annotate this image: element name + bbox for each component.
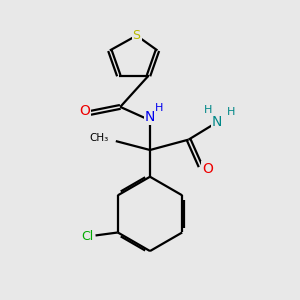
Text: H: H — [227, 107, 235, 117]
Text: Cl: Cl — [81, 230, 93, 243]
Text: H: H — [204, 105, 212, 115]
Text: H: H — [155, 103, 163, 113]
Text: N: N — [212, 115, 222, 129]
Text: CH₃: CH₃ — [89, 133, 108, 142]
Text: N: N — [145, 110, 155, 124]
Text: S: S — [133, 29, 141, 42]
Text: O: O — [79, 104, 90, 118]
Text: O: O — [202, 162, 213, 176]
